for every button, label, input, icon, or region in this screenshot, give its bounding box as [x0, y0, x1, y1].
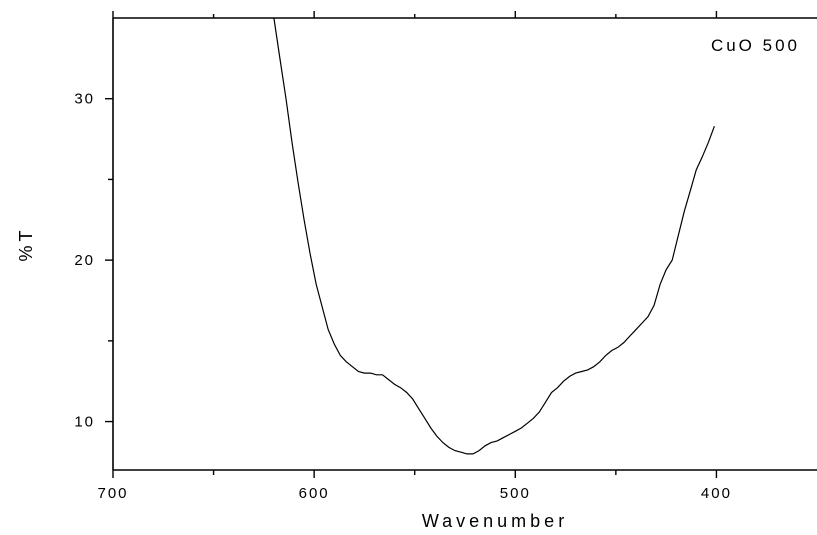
annotation-label: CuO 500 — [711, 36, 800, 55]
y-axis-ticks: 10 20 30 — [74, 91, 113, 431]
y-tick-label: 20 — [74, 252, 95, 269]
x-tick-label: 500 — [500, 485, 531, 502]
x-tick-label: 600 — [299, 485, 330, 502]
plot-frame — [112, 17, 817, 471]
y-axis-title: %T — [16, 227, 36, 262]
x-axis-ticks: 700 600 500 400 — [97, 11, 732, 502]
y-tick-label: 30 — [74, 91, 95, 108]
y-tick-label: 10 — [74, 414, 95, 431]
x-tick-label: 700 — [97, 485, 128, 502]
x-tick-label: 400 — [701, 485, 732, 502]
series-layer — [273, 17, 715, 455]
x-axis-title: Wavenumber — [422, 511, 568, 531]
series-line — [273, 17, 715, 455]
